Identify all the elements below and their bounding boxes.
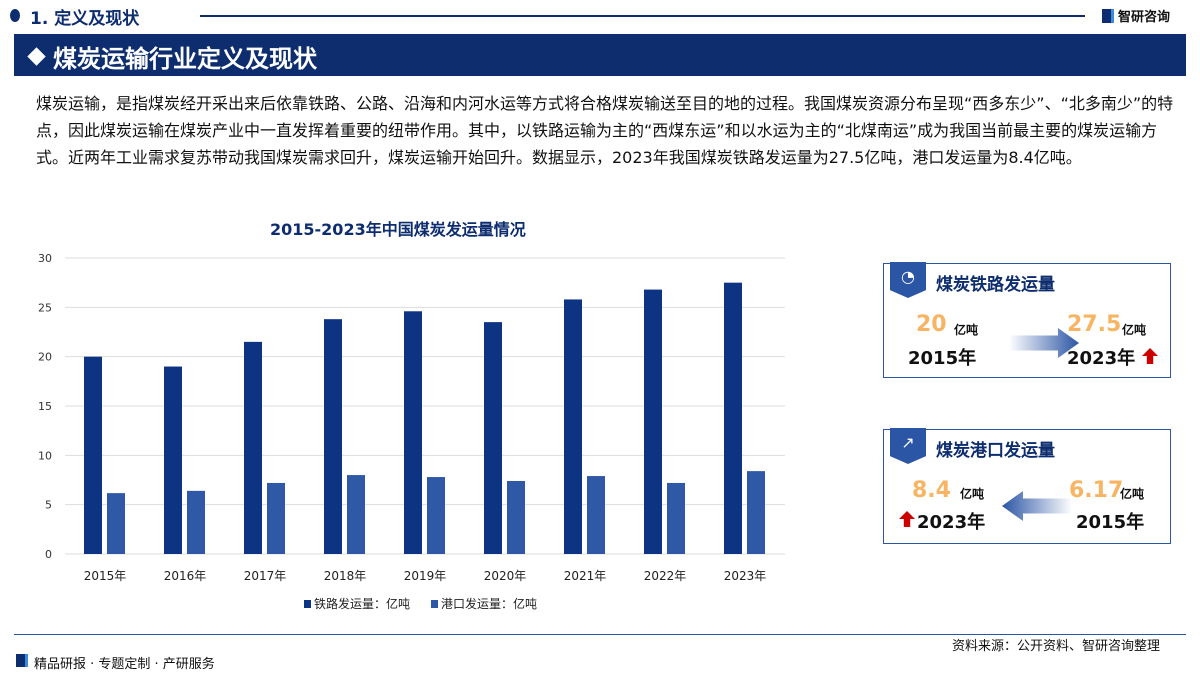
x-tick-label: 2021年 [564,569,607,583]
arrow-up-icon [1142,348,1158,364]
to-value: 27.5 [1067,312,1122,337]
bar-rail [484,322,502,554]
from-year: 2015年 [908,348,977,369]
to-unit: 亿吨 [1122,323,1147,337]
bar-rail [724,282,742,554]
to-unit: 亿吨 [960,487,985,501]
bar-port [667,482,685,554]
y-tick-label: 5 [45,499,52,512]
y-tick-label: 30 [38,252,52,265]
card-title: 煤炭港口发运量 [936,441,1055,461]
bar-port [747,471,765,554]
bar-chart: 0 5 10 15 20 25 30 2015年 2016年 2017年 2018年 2019年 202… [38,252,785,611]
y-tick-label: 25 [38,301,52,314]
from-value: 20 [916,312,947,337]
card-port: ↗ 煤炭港口发运量 8.4 亿吨 2023年 6.17 亿吨 2015年 [883,428,1171,544]
logo-icon [1102,8,1114,23]
y-tick-label: 0 [45,548,52,561]
bar-port [107,493,125,554]
growth-chart-icon: ↗ [890,428,926,464]
section-title: 1. 定义及现状 [30,9,140,29]
legend-swatch [431,600,438,608]
pie-chart-icon: ◔ [890,262,926,298]
from-year: 2015年 [1076,512,1145,533]
diamond-icon [27,47,46,66]
legend-label: 港口发运量：亿吨 [441,596,537,611]
bar-rail [84,356,102,554]
page-title: 煤炭运输行业定义及现状 [53,45,317,73]
footer-source: 资料来源：公开资料、智研咨询整理 [951,639,1160,654]
x-tick-label: 2016年 [164,569,207,583]
y-tick-label: 20 [38,351,52,364]
arrow-up-icon [899,511,915,527]
logo-icon [16,654,28,667]
bar-port [347,475,365,554]
from-value: 6.17 [1069,478,1124,503]
x-tick-label: 2019年 [404,569,447,583]
x-tick-label: 2015年 [84,569,127,583]
legend-swatch [304,600,311,608]
bar-port [507,480,525,554]
section-header: 1. 定义及现状 智研咨询 [0,0,1200,30]
footer-services: 精品研报 · 专题定制 · 产研服务 [34,657,215,672]
bar-port [187,490,205,554]
bar-rail [244,341,262,554]
x-tick-label: 2017年 [244,569,287,583]
legend-label: 铁路发运量：亿吨 [314,596,410,611]
description-paragraph: 煤炭运输，是指煤炭经开采出来后依靠铁路、公路、沿海和内河水运等方式将合格煤炭输送… [36,94,1174,167]
card-rail: ◔ 煤炭铁路发运量 20 亿吨 2015年 27.5 亿吨 2023年 [883,262,1171,378]
chart-title: 2015-2023年中国煤炭发运量情况 [270,220,526,239]
from-unit: 亿吨 [1120,487,1145,501]
y-tick-label: 10 [38,449,52,462]
y-tick-label: 15 [38,400,52,413]
divider [200,15,1085,17]
arrow-left-icon [1002,491,1072,521]
bar-rail [324,319,342,554]
bar-rail [564,299,582,554]
x-tick-label: 2022年 [644,569,687,583]
logo-text: 智研咨询 [1118,10,1171,25]
bar-rail [164,366,182,554]
bar-port [267,482,285,554]
footer-divider [14,634,1186,635]
bar-port [427,477,445,554]
to-value: 8.4 [912,478,951,503]
bullet-icon [10,9,20,22]
bar-rail [644,289,662,554]
card-title: 煤炭铁路发运量 [936,275,1055,295]
to-year: 2023年 [917,512,986,533]
to-year: 2023年 [1067,348,1136,369]
from-unit: 亿吨 [954,323,979,337]
logo: 智研咨询 [1102,6,1170,25]
bar-port [587,476,605,554]
x-tick-label: 2023年 [724,569,767,583]
bar-rail [404,311,422,554]
title-banner: 煤炭运输行业定义及现状 [14,34,1186,76]
x-tick-label: 2018年 [324,569,367,583]
x-tick-label: 2020年 [484,569,527,583]
